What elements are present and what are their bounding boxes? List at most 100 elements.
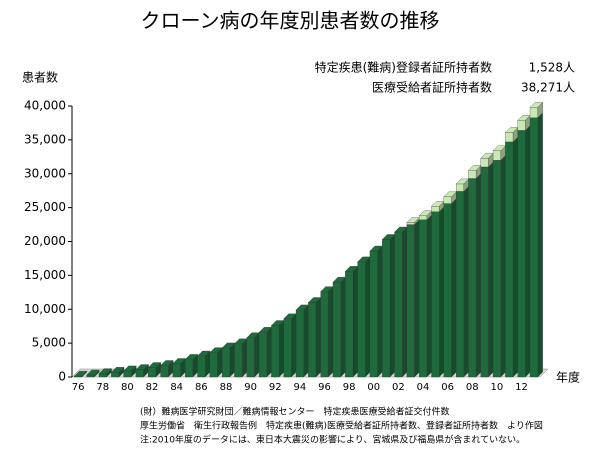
bar-side bbox=[488, 161, 494, 378]
x-tick-label: 76 bbox=[72, 382, 85, 393]
bar-side bbox=[365, 256, 371, 378]
x-tick-label: 90 bbox=[244, 382, 257, 393]
bar bbox=[308, 302, 317, 378]
bar-side bbox=[377, 245, 383, 378]
bar bbox=[369, 250, 378, 378]
bar bbox=[505, 132, 514, 143]
bar bbox=[505, 141, 514, 378]
bar bbox=[345, 271, 354, 378]
bar bbox=[443, 196, 452, 204]
bar-side bbox=[451, 198, 457, 378]
y-axis-label: 患者数 bbox=[22, 70, 58, 85]
bar-top bbox=[73, 370, 88, 377]
bar bbox=[419, 215, 427, 220]
bar-top bbox=[172, 358, 186, 364]
x-tick-label: 84 bbox=[170, 382, 183, 393]
bar-side bbox=[500, 154, 506, 378]
bar bbox=[480, 158, 489, 168]
bar bbox=[135, 369, 144, 378]
x-tick-label: 78 bbox=[96, 382, 109, 393]
x-tick-label: 96 bbox=[318, 382, 331, 393]
x-tick-label: 92 bbox=[269, 382, 282, 393]
bar-top bbox=[98, 368, 112, 374]
bar-side bbox=[414, 219, 420, 378]
bar-top bbox=[147, 362, 162, 368]
chart-title: クローン病の年度別患者数の推移 bbox=[141, 9, 440, 33]
bar bbox=[431, 206, 440, 212]
x-tick-label: 08 bbox=[466, 382, 479, 393]
bar bbox=[419, 219, 427, 378]
bar bbox=[455, 191, 464, 378]
y-tick-label: 20,000 bbox=[24, 234, 66, 248]
bar-top bbox=[529, 102, 544, 108]
bar-side bbox=[278, 320, 285, 378]
bar-top bbox=[110, 367, 125, 373]
bar-side bbox=[328, 286, 334, 378]
bar-side bbox=[463, 186, 469, 378]
note: 注:2010年度のデータには、東日本大震災の影響により、宮城県及び福島県が含まれ… bbox=[140, 434, 525, 446]
bar bbox=[221, 347, 230, 378]
annotation-name: 医療受給者証所持者数 bbox=[372, 80, 492, 95]
bar bbox=[529, 107, 538, 118]
bar bbox=[86, 374, 95, 378]
bar bbox=[258, 332, 267, 378]
x-tick-label: 10 bbox=[491, 382, 504, 393]
bar-top bbox=[221, 342, 236, 349]
bar bbox=[185, 359, 193, 378]
x-axis-label: 年度 bbox=[556, 370, 580, 385]
bar bbox=[283, 318, 292, 378]
x-tick-label: 06 bbox=[441, 382, 454, 393]
bar-side bbox=[438, 206, 445, 378]
bar-side bbox=[475, 173, 482, 378]
bar-side bbox=[340, 276, 346, 378]
bar-side bbox=[537, 112, 543, 378]
bar bbox=[197, 355, 206, 378]
bar bbox=[271, 325, 280, 378]
y-tick-label: 15,000 bbox=[24, 268, 66, 282]
bar bbox=[160, 365, 169, 378]
x-tick-label: 86 bbox=[195, 382, 208, 393]
bar bbox=[468, 178, 477, 378]
bar-side bbox=[229, 342, 235, 378]
bar-side bbox=[512, 136, 519, 378]
bar bbox=[529, 117, 538, 378]
x-tick-label: 82 bbox=[146, 382, 159, 393]
bar bbox=[234, 343, 243, 378]
y-tick-label: 5,000 bbox=[32, 336, 66, 350]
bar-side bbox=[352, 265, 359, 378]
bar-top bbox=[86, 369, 100, 376]
bar bbox=[209, 352, 218, 378]
x-tick-label: 04 bbox=[417, 382, 430, 393]
y-tick-label: 35,000 bbox=[24, 132, 66, 146]
y-tick-label: 30,000 bbox=[24, 166, 66, 180]
bar-top bbox=[123, 365, 137, 372]
note: (財）難病医学研究財団／難病情報センター 特定疾患医療受給者証交付件数 bbox=[140, 406, 450, 418]
x-tick-label: 80 bbox=[121, 382, 134, 393]
bar-side bbox=[402, 226, 408, 378]
bar-top bbox=[197, 350, 211, 357]
annotation-name: 特定疾患(難病)登録者証所持者数 bbox=[315, 60, 492, 75]
x-tick-label: 88 bbox=[220, 382, 233, 393]
bar-top bbox=[135, 364, 149, 370]
bar-side bbox=[525, 125, 531, 378]
bar bbox=[332, 281, 341, 378]
bar bbox=[492, 160, 501, 378]
note: 厚生労働省 衛生行政報告例 特定疾患(難病)医療受給者証所持者数、登録者証所持者… bbox=[140, 420, 543, 432]
bar bbox=[492, 150, 501, 161]
bar bbox=[468, 170, 477, 179]
x-tick-label: 94 bbox=[293, 382, 306, 393]
x-tick-label: 98 bbox=[343, 382, 356, 393]
bar bbox=[320, 291, 329, 378]
bar-side bbox=[389, 234, 396, 378]
y-tick-label: 40,000 bbox=[24, 99, 66, 113]
bar-side bbox=[266, 326, 272, 378]
bar bbox=[172, 363, 181, 378]
bar bbox=[394, 231, 403, 378]
bar-top bbox=[160, 360, 174, 366]
bar-side bbox=[426, 214, 432, 378]
annotation-value: 38,271人 bbox=[521, 81, 575, 95]
x-tick-label: 00 bbox=[367, 382, 380, 393]
bar bbox=[431, 211, 440, 378]
bar bbox=[517, 120, 526, 131]
